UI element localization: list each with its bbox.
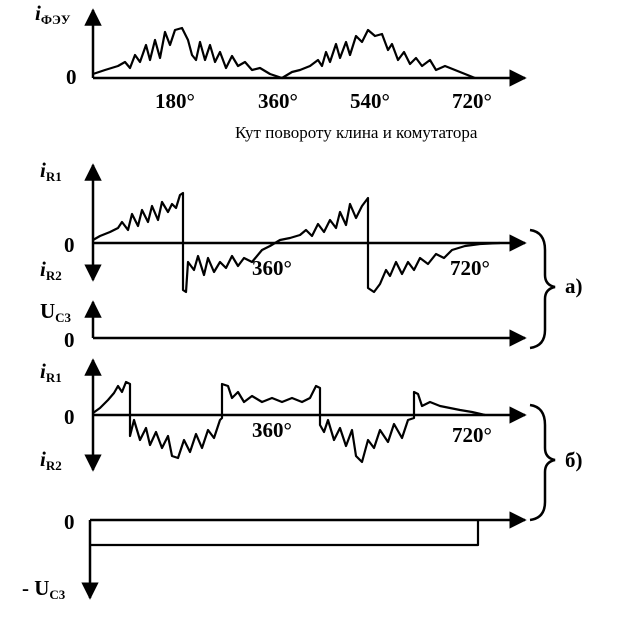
bracket-label: б) [565, 448, 583, 472]
waveform [92, 26, 476, 80]
zero-label: 0 [64, 405, 75, 429]
lower-label: iR2 [40, 447, 62, 473]
y-label: iФЭУ [35, 1, 71, 27]
tick-label: 180° [155, 89, 195, 113]
upper-label: iR1 [40, 359, 62, 385]
zero-label: 0 [64, 510, 75, 534]
waveform [92, 191, 501, 294]
zero-label: 0 [64, 328, 75, 352]
tick-label: 360° [252, 418, 292, 442]
tick-label: 720° [450, 256, 490, 280]
zero-label: 0 [64, 233, 75, 257]
tick-label: 360° [252, 256, 292, 280]
bracket [529, 403, 556, 522]
u-label: UC3 [40, 299, 72, 325]
panel-a: iR1 0 iR2 360° 720° UC3 0 а) [40, 158, 583, 352]
tick-label: 720° [452, 423, 492, 447]
tick-label: 360° [258, 89, 298, 113]
lower-label: iR2 [40, 257, 62, 283]
upper-label: iR1 [40, 158, 62, 184]
panel-1: iФЭУ 0 180° 360° 540° 720° Кут повороту … [35, 1, 527, 142]
u-level [90, 520, 480, 547]
x-label: Кут повороту клина и комутатора [235, 123, 478, 142]
zero-label: 0 [66, 65, 77, 89]
bracket [529, 228, 556, 350]
u-label: - UC3 [22, 576, 66, 602]
panel-b: iR1 0 iR2 360° 720° 0 - UC3 б) [22, 358, 583, 602]
tick-label: 720° [452, 89, 492, 113]
bracket-label: а) [565, 274, 583, 298]
waveform [92, 380, 486, 464]
tick-label: 540° [350, 89, 390, 113]
